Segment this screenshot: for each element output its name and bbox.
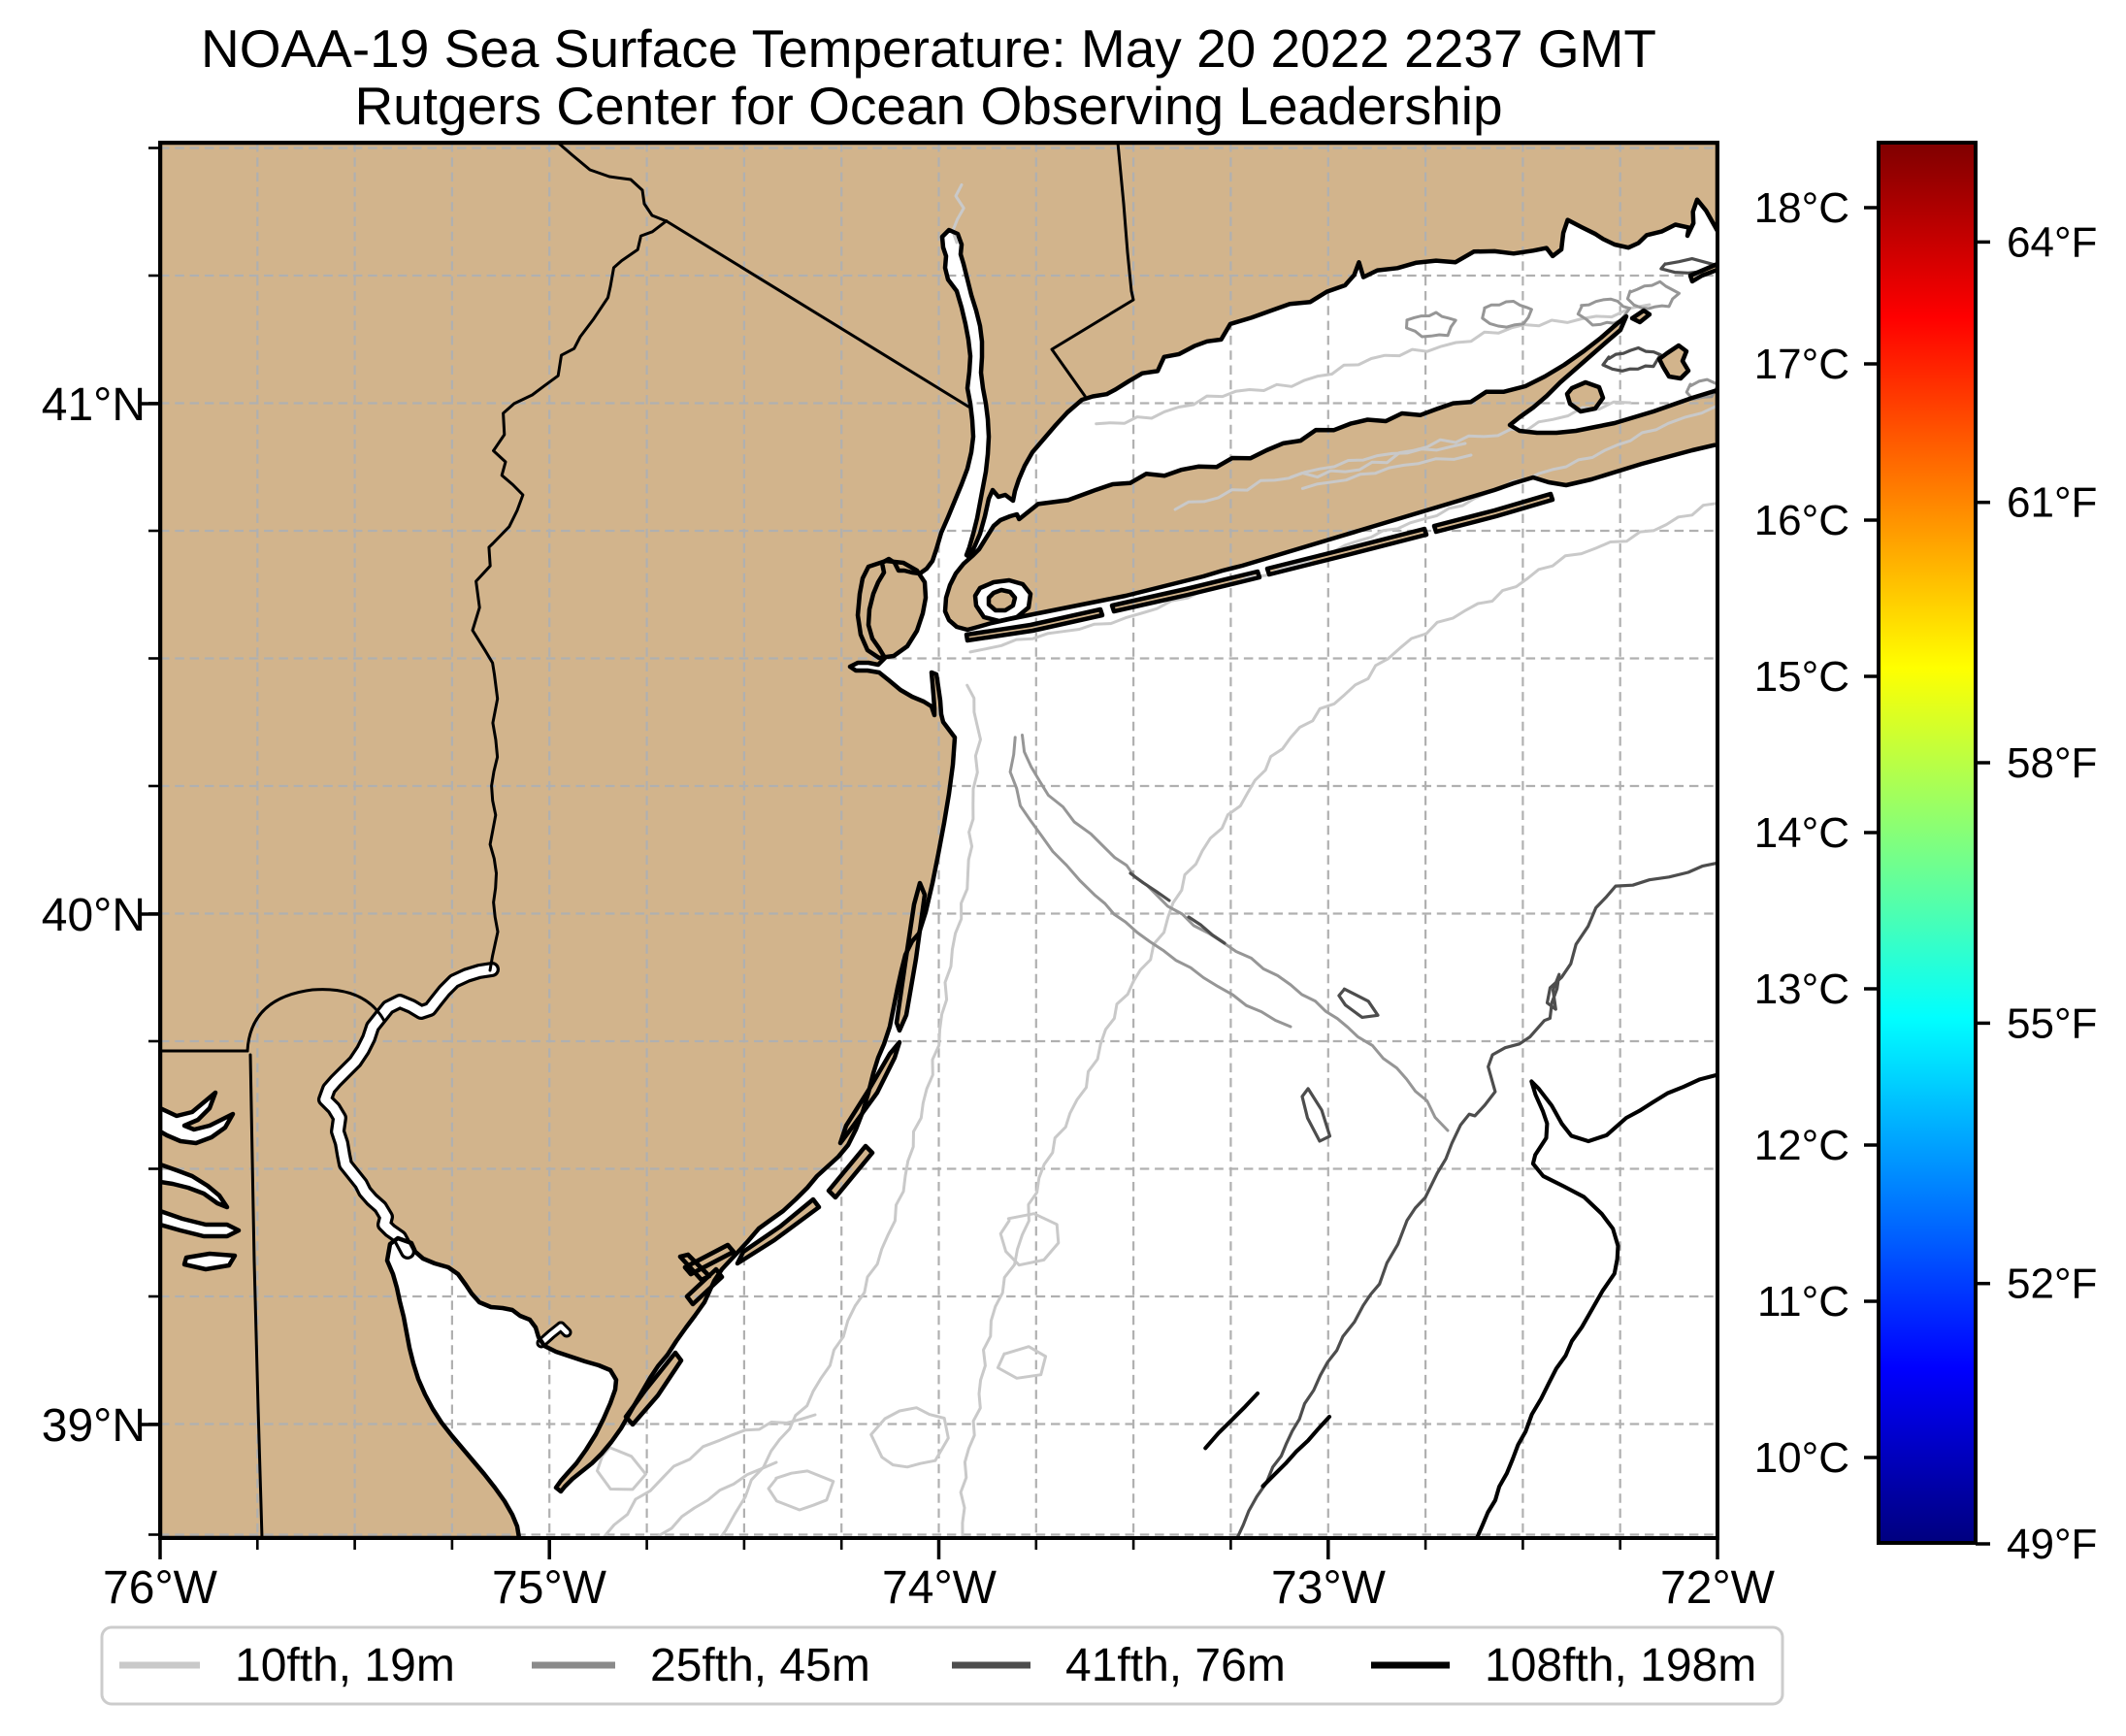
svg-text:17°C: 17°C <box>1754 341 1849 388</box>
svg-text:108fth, 198m: 108fth, 198m <box>1485 1640 1756 1691</box>
svg-text:12°C: 12°C <box>1754 1122 1849 1169</box>
svg-text:14°C: 14°C <box>1754 809 1849 857</box>
svg-text:74°W: 74°W <box>882 1562 998 1614</box>
svg-text:10°C: 10°C <box>1754 1434 1849 1482</box>
svg-text:10fth, 19m: 10fth, 19m <box>235 1640 455 1691</box>
svg-text:73°W: 73°W <box>1271 1562 1387 1614</box>
svg-text:11°C: 11°C <box>1757 1278 1849 1326</box>
svg-text:15°C: 15°C <box>1754 653 1849 701</box>
svg-text:55°F: 55°F <box>2007 999 2097 1047</box>
svg-text:Rutgers Center for Ocean Obser: Rutgers Center for Ocean Observing Leade… <box>354 76 1502 136</box>
svg-text:13°C: 13°C <box>1754 966 1849 1013</box>
svg-text:75°W: 75°W <box>492 1562 607 1614</box>
svg-text:18°C: 18°C <box>1754 184 1849 232</box>
svg-text:16°C: 16°C <box>1754 497 1849 544</box>
svg-text:72°W: 72°W <box>1660 1562 1776 1614</box>
svg-text:25fth, 45m: 25fth, 45m <box>650 1640 870 1691</box>
svg-text:52°F: 52°F <box>2007 1261 2097 1308</box>
svg-text:64°F: 64°F <box>2007 218 2097 266</box>
svg-text:41fth, 76m: 41fth, 76m <box>1065 1640 1286 1691</box>
svg-text:NOAA-19 Sea Surface Temperatur: NOAA-19 Sea Surface Temperature: May 20 … <box>201 18 1656 79</box>
svg-text:49°F: 49°F <box>2007 1521 2097 1568</box>
svg-text:76°W: 76°W <box>103 1562 218 1614</box>
svg-text:41°N: 41°N <box>42 379 146 431</box>
svg-text:58°F: 58°F <box>2007 739 2097 787</box>
svg-text:40°N: 40°N <box>42 890 146 941</box>
svg-text:39°N: 39°N <box>42 1400 146 1452</box>
svg-text:61°F: 61°F <box>2007 479 2097 527</box>
